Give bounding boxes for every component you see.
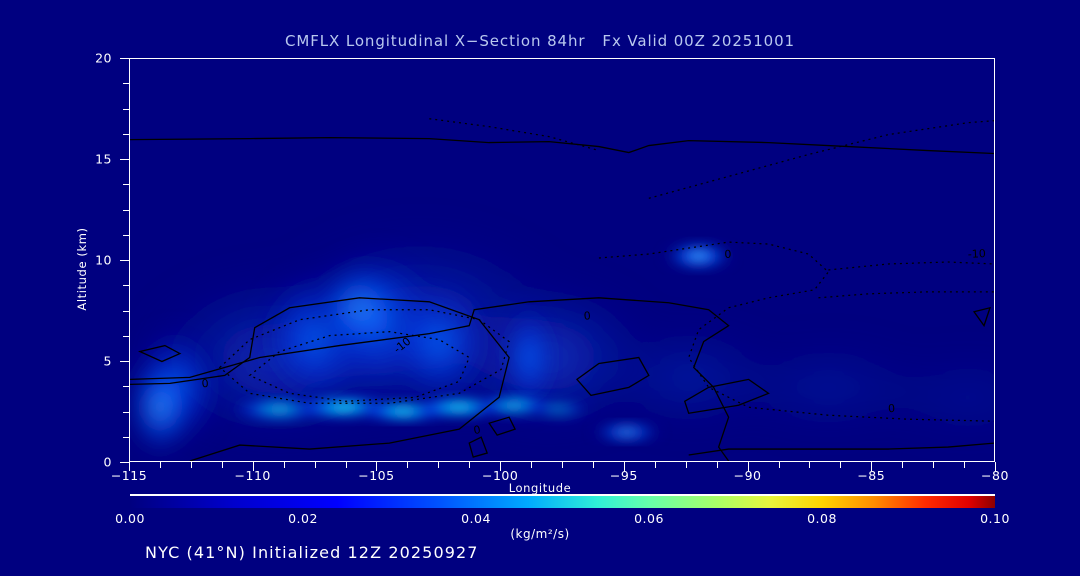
x-axis-tick-label: −80	[981, 468, 1009, 483]
y-axis-major-tick	[120, 58, 129, 59]
y-axis-major-tick	[120, 159, 129, 160]
svg-text:0: 0	[201, 377, 209, 390]
colorbar-tick-label: 0.02	[288, 511, 318, 526]
y-axis-minor-tick	[123, 436, 129, 438]
feature-low-level-band	[224, 393, 594, 424]
colorbar[interactable]	[130, 494, 995, 508]
contour-level-minus10	[218, 118, 994, 422]
x-axis-major-tick	[500, 462, 502, 471]
cross-section-field: 0 -10 0 -10 0 0 0	[130, 59, 994, 461]
colorbar-tick-label: 0.10	[980, 511, 1010, 526]
x-axis-minor-tick	[716, 462, 718, 468]
x-axis-title: Longitude	[508, 481, 572, 495]
chart-title: CMFLX Longitudinal X−Section 84hr Fx Val…	[285, 32, 795, 50]
x-axis-minor-tick	[221, 462, 223, 468]
feature-upper-cell-92w	[660, 240, 737, 272]
svg-text:0: 0	[472, 423, 481, 437]
x-axis-minor-tick	[562, 462, 563, 468]
x-axis-tick-label: −95	[609, 468, 638, 483]
y-axis-tick-label: 0	[103, 454, 112, 470]
feature-low-cell-96w	[588, 420, 665, 445]
y-axis-tick-label: 5	[103, 353, 112, 369]
x-axis-major-tick	[995, 462, 996, 471]
x-axis-minor-tick	[345, 462, 347, 468]
y-axis-minor-tick	[123, 310, 129, 312]
feature-mid-level-plume	[249, 243, 500, 413]
y-axis-minor-tick	[123, 209, 129, 211]
x-axis-minor-tick	[778, 462, 780, 468]
x-axis-minor-tick	[840, 462, 842, 468]
x-axis-minor-tick	[283, 462, 285, 468]
x-axis-minor-tick	[190, 462, 192, 468]
y-axis-minor-tick	[123, 83, 129, 85]
x-axis-tick-label: −115	[110, 468, 148, 483]
x-axis-major-tick	[871, 462, 873, 471]
x-axis-minor-tick	[933, 462, 935, 468]
y-axis-major-tick	[120, 462, 129, 463]
feature-cell-105w	[501, 295, 558, 420]
x-axis-major-tick	[376, 462, 378, 471]
y-axis-minor-tick	[123, 386, 129, 388]
svg-text:0: 0	[583, 309, 591, 322]
x-axis-tick-label: −85	[857, 468, 886, 483]
x-axis-tick-label: −110	[234, 468, 271, 483]
x-axis-minor-tick	[531, 462, 533, 468]
x-axis-minor-tick	[159, 462, 161, 468]
x-axis-minor-tick	[654, 462, 656, 468]
x-axis-tick-label: −105	[358, 468, 395, 483]
colorbar-tick-label: 0.04	[461, 511, 491, 526]
x-axis-minor-tick	[964, 462, 966, 468]
x-axis-minor-tick	[592, 462, 594, 468]
colorbar-units-label: (kg/m²/s)	[510, 527, 570, 541]
colorbar-tick-label: 0.00	[115, 511, 145, 526]
y-axis-minor-tick	[123, 108, 129, 110]
colorbar-tick-label: 0.06	[634, 511, 664, 526]
y-axis-tick-label: 15	[95, 151, 112, 167]
x-axis-minor-tick	[438, 462, 440, 468]
svg-text:0: 0	[724, 248, 732, 261]
x-axis-major-tick	[129, 462, 130, 471]
x-axis-minor-tick	[469, 462, 471, 468]
x-axis-minor-tick	[407, 462, 409, 468]
x-axis-minor-tick	[685, 462, 687, 468]
contour-level-0	[130, 136, 994, 461]
y-axis-minor-tick	[123, 184, 129, 186]
y-axis-major-tick	[120, 260, 129, 261]
x-axis-major-tick	[747, 462, 749, 471]
feature-west-edge-column	[130, 322, 225, 461]
y-axis-title: Altitude (km)	[75, 227, 89, 311]
x-axis-major-tick	[252, 462, 254, 471]
y-axis-tick-label: 10	[95, 252, 112, 268]
colorbar-tick-label: 0.08	[807, 511, 837, 526]
x-axis-tick-label: −100	[481, 468, 519, 483]
y-axis-minor-tick	[123, 234, 129, 236]
y-axis-minor-tick	[123, 411, 129, 413]
x-axis-tick-label: −90	[733, 468, 762, 483]
x-axis-minor-tick	[902, 462, 904, 468]
x-axis-minor-tick	[809, 462, 811, 468]
chart-footer: NYC (41°N) Initialized 12Z 20250927	[145, 543, 479, 562]
svg-text:0: 0	[888, 402, 896, 415]
x-axis-minor-tick	[314, 462, 316, 468]
y-axis-minor-tick	[123, 133, 129, 135]
plot-area: 0 -10 0 -10 0 0 0	[129, 58, 995, 462]
y-axis-minor-tick	[123, 285, 129, 287]
svg-text:-10: -10	[968, 247, 987, 261]
y-axis-tick-label: 20	[95, 50, 112, 66]
x-axis-major-tick	[623, 462, 625, 471]
y-axis-minor-tick	[123, 335, 129, 337]
y-axis-major-tick	[120, 361, 129, 362]
